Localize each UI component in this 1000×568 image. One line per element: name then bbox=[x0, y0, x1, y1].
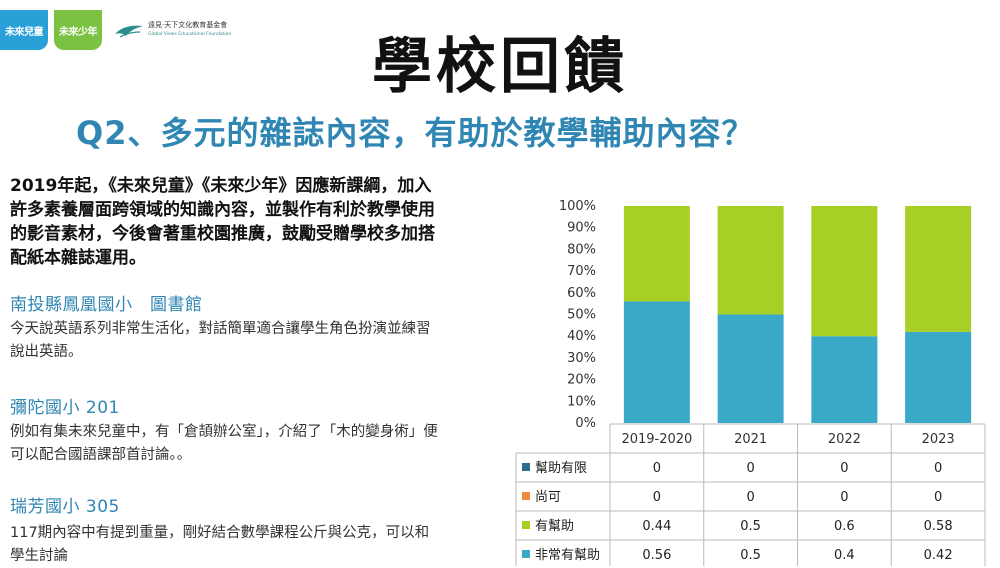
data-table-value: 0 bbox=[653, 490, 661, 505]
x-category-label: 2019-2020 bbox=[621, 432, 692, 447]
series-legend-label: 幫助有限 bbox=[535, 460, 587, 476]
legend-swatch bbox=[522, 492, 530, 500]
data-table-value: 0.56 bbox=[642, 548, 671, 563]
data-table-value: 0.4 bbox=[834, 548, 855, 563]
school-feedback-3: 117期內容中有提到重量，剛好結合數學課程公斤與公克，可以和學生討論 bbox=[10, 525, 430, 564]
x-category-label: 2023 bbox=[922, 432, 955, 447]
data-table-value: 0.6 bbox=[834, 519, 855, 534]
school-name-3: 瑞芳國小 305 bbox=[10, 497, 120, 517]
data-table-value: 0 bbox=[934, 490, 942, 505]
bar-segment bbox=[905, 206, 972, 332]
future-teens-logo: 未來少年 bbox=[54, 10, 102, 50]
x-category-label: 2021 bbox=[734, 432, 767, 447]
data-table-value: 0.44 bbox=[642, 519, 671, 534]
data-table-value: 0 bbox=[746, 461, 754, 476]
bar-segment bbox=[811, 336, 878, 423]
y-tick-label: 90% bbox=[567, 221, 596, 236]
y-tick-label: 70% bbox=[567, 264, 596, 279]
bar-segment bbox=[811, 206, 878, 337]
data-table-value: 0 bbox=[840, 490, 848, 505]
legend-swatch bbox=[522, 521, 530, 529]
data-table-value: 0 bbox=[840, 461, 848, 476]
foundation-name-zh: 遠見‧天下文化教育基金會 bbox=[148, 21, 228, 29]
y-tick-label: 100% bbox=[559, 199, 596, 214]
data-table-value: 0.42 bbox=[924, 548, 953, 563]
foundation-logo: 遠見‧天下文化教育基金會 Global Views Educational Fo… bbox=[114, 20, 231, 40]
bar-segment bbox=[623, 206, 690, 302]
foundation-name-en: Global Views Educational Foundation bbox=[148, 32, 232, 37]
data-table-value: 0.5 bbox=[740, 548, 761, 563]
data-table-value: 0 bbox=[746, 490, 754, 505]
future-kids-logo: 未來兒童 bbox=[0, 10, 48, 50]
legend-swatch bbox=[522, 463, 530, 471]
school-feedback-1: 今天說英語系列非常生活化，對話簡單適合讓學生角色扮演並練習說出英語。 bbox=[10, 321, 431, 360]
bar-segment bbox=[623, 301, 690, 423]
intro-paragraph: 2019年起，《未來兒童》《未來少年》因應新課綱，加入許多素養層面跨領域的知識內… bbox=[10, 176, 435, 268]
y-tick-label: 0% bbox=[575, 416, 596, 431]
data-table-value: 0.58 bbox=[924, 519, 953, 534]
data-table-value: 0 bbox=[934, 461, 942, 476]
bar-segment bbox=[717, 314, 784, 423]
page-title: 學校回饋 bbox=[372, 32, 628, 102]
school-feedback-2: 例如有集未來兒童中，有「倉頡辦公室」，介紹了「木的變身術」便可以配合國語課部首討… bbox=[10, 424, 438, 463]
bar-segment bbox=[717, 206, 784, 315]
logo-group: 未來兒童 未來少年 遠見‧天下文化教育基金會 Global Views Educ… bbox=[0, 10, 231, 50]
data-table-value: 0 bbox=[653, 461, 661, 476]
question-subtitle: Q2、多元的雜誌內容，有助於教學輔助內容？ bbox=[76, 114, 755, 152]
y-tick-label: 80% bbox=[567, 242, 596, 257]
legend-swatch bbox=[522, 550, 530, 558]
y-tick-label: 40% bbox=[567, 329, 596, 344]
bird-icon bbox=[115, 25, 143, 38]
y-tick-label: 10% bbox=[567, 394, 596, 409]
school-name-1: 南投縣鳳凰國小 圖書館 bbox=[10, 295, 203, 315]
x-category-label: 2022 bbox=[828, 432, 861, 447]
school-name-2: 彌陀國小 201 bbox=[10, 398, 120, 418]
y-tick-label: 20% bbox=[567, 373, 596, 388]
series-legend-label: 尚可 bbox=[535, 490, 561, 505]
bar-segment bbox=[905, 331, 972, 423]
y-tick-label: 50% bbox=[567, 308, 596, 323]
y-tick-label: 60% bbox=[567, 286, 596, 301]
series-legend-label: 有幫助 bbox=[535, 518, 574, 534]
series-legend-label: 非常有幫助 bbox=[535, 547, 600, 563]
y-tick-label: 30% bbox=[567, 351, 596, 366]
data-table-value: 0.5 bbox=[740, 519, 761, 534]
